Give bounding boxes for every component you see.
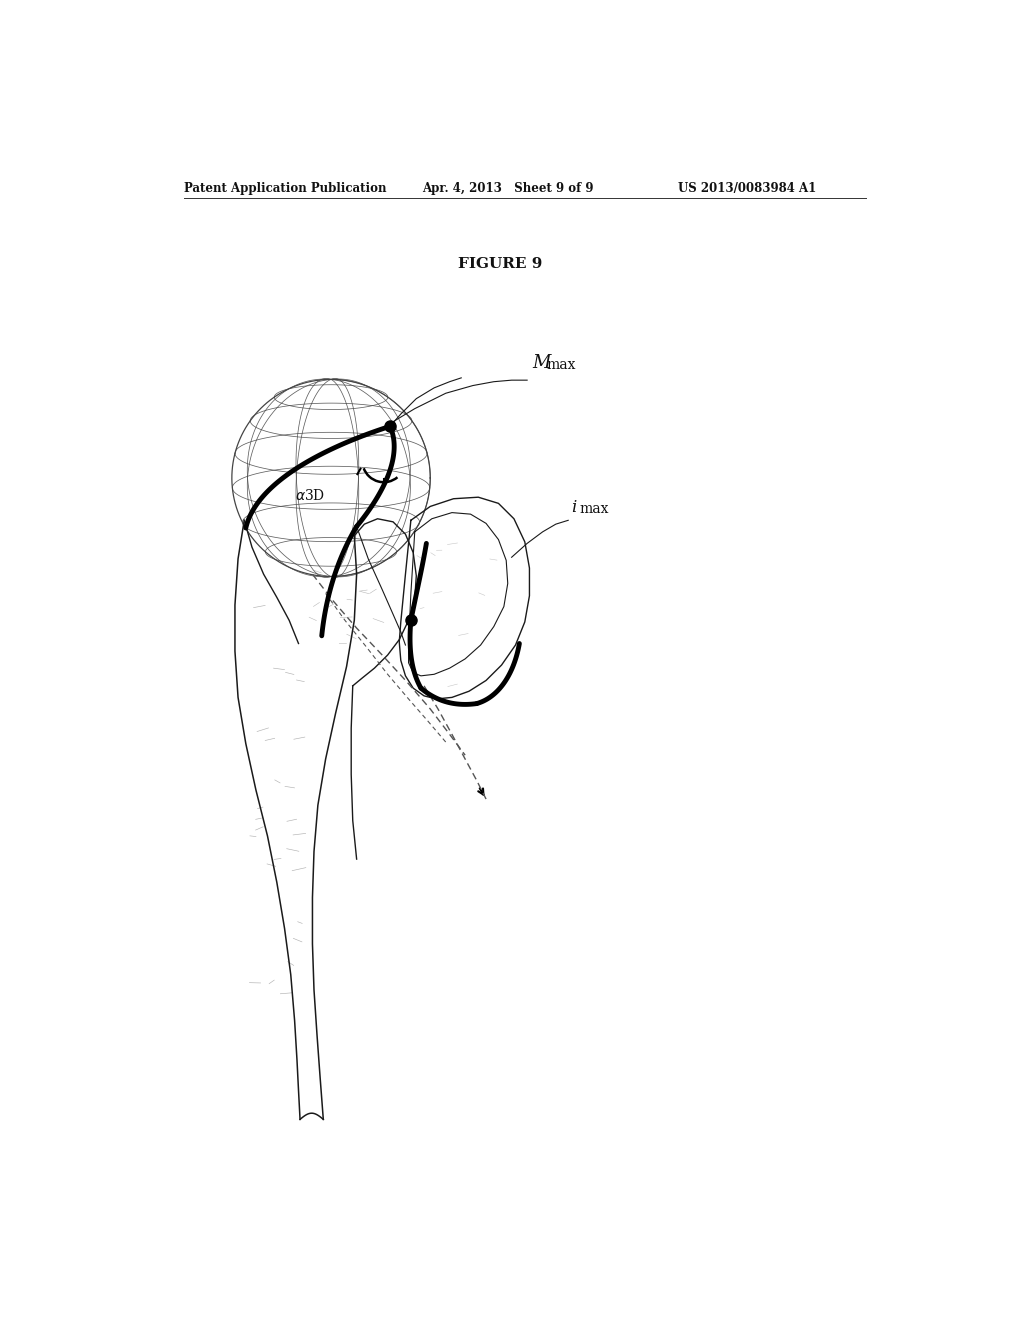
Text: $\alpha$3D: $\alpha$3D <box>295 488 325 503</box>
Text: i: i <box>571 499 577 516</box>
Text: M: M <box>532 355 551 372</box>
Text: Apr. 4, 2013   Sheet 9 of 9: Apr. 4, 2013 Sheet 9 of 9 <box>423 182 594 194</box>
Text: US 2013/0083984 A1: US 2013/0083984 A1 <box>678 182 816 194</box>
Text: FIGURE 9: FIGURE 9 <box>458 257 542 271</box>
Text: max: max <box>547 359 575 372</box>
Text: max: max <box>579 503 608 516</box>
Text: Patent Application Publication: Patent Application Publication <box>183 182 386 194</box>
